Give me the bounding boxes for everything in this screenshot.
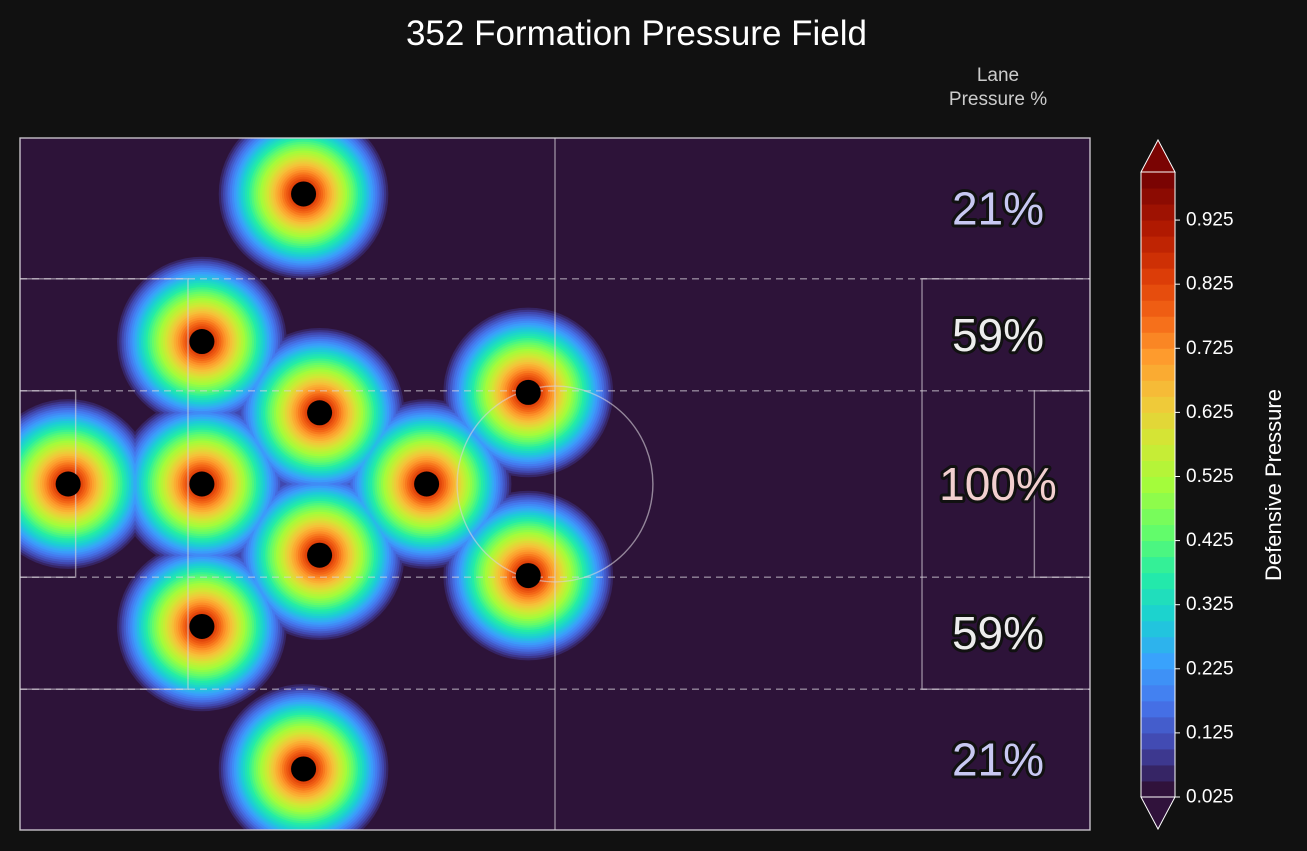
pitch-markings: [19, 137, 1091, 831]
colorbar-band: [1141, 348, 1175, 365]
player-marker: [515, 379, 541, 405]
colorbar-band: [1141, 188, 1175, 205]
colorbar-band: [1141, 508, 1175, 526]
colorbar-tick-label: 0.925: [1186, 210, 1234, 231]
colorbar-band: [1141, 668, 1175, 686]
colorbar-extend-min: [1140, 796, 1176, 831]
colorbar-band: [1141, 316, 1175, 333]
colorbar-band: [1141, 748, 1175, 766]
colorbar-band: [1141, 332, 1175, 349]
colorbar-band: [1141, 572, 1175, 590]
player-marker: [189, 471, 215, 497]
player-markers: [55, 181, 541, 782]
player-marker: [55, 471, 81, 497]
colorbar-band: [1141, 684, 1175, 702]
player-marker: [307, 542, 333, 568]
colorbar-band: [1141, 364, 1175, 381]
colorbar-band: [1141, 652, 1175, 670]
colorbar-band: [1141, 380, 1175, 397]
colorbar-band: [1141, 268, 1175, 285]
colorbar-tick-label: 0.625: [1186, 402, 1234, 423]
colorbar-extend-max: [1140, 138, 1176, 173]
colorbar-band: [1141, 284, 1175, 301]
colorbar-label: Defensive Pressure: [1261, 389, 1286, 581]
colorbar-tick-label: 0.525: [1186, 466, 1234, 487]
lane-pressure-label: 100%: [939, 458, 1057, 510]
player-marker: [189, 613, 215, 639]
colorbar-band: [1141, 412, 1175, 429]
colorbar-band: [1141, 700, 1175, 718]
player-marker: [307, 400, 333, 426]
lane-pressure-label: 59%: [952, 607, 1044, 659]
colorbar-band: [1141, 460, 1175, 477]
colorbar-band: [1141, 204, 1175, 221]
lane-pressure-label: 21%: [952, 182, 1044, 234]
player-marker: [189, 329, 215, 355]
lane-header-line-2: Pressure %: [948, 89, 1048, 110]
colorbar-tick-label: 0.425: [1186, 530, 1234, 551]
colorbar-band: [1141, 620, 1175, 638]
colorbar-band: [1141, 444, 1175, 461]
player-marker: [414, 471, 440, 497]
colorbar-tick-label: 0.125: [1186, 722, 1234, 743]
lane-header-line-1: Lane: [976, 65, 1020, 86]
colorbar-band: [1141, 604, 1175, 622]
colorbar-band: [1141, 732, 1175, 750]
colorbar-tick-label: 0.325: [1186, 594, 1234, 615]
colorbar-band: [1141, 524, 1175, 542]
colorbar-band: [1141, 636, 1175, 654]
colorbar-band: [1141, 220, 1175, 237]
right-six-yard-box: [1033, 390, 1090, 578]
colorbar-band: [1141, 172, 1175, 189]
colorbar: 0.025 0.125 0.225 0.325 0.425 0.525 0.625 0.725…: [1140, 138, 1286, 831]
colorbar-band: [1141, 764, 1175, 782]
colorbar-band: [1141, 300, 1175, 317]
lane-pressure-label: 59%: [952, 309, 1044, 361]
lane-pressure-header: Lane Pressure %: [918, 64, 1078, 112]
colorbar-band: [1141, 492, 1175, 510]
colorbar-tick-label: 0.825: [1186, 274, 1234, 295]
lane-pressure-label: 21%: [952, 734, 1044, 786]
colorbar-band: [1141, 252, 1175, 269]
player-marker: [291, 756, 317, 782]
colorbar-band: [1141, 540, 1175, 558]
colorbar-band: [1141, 236, 1175, 253]
colorbar-band: [1141, 588, 1175, 606]
colorbar-tick-label: 0.225: [1186, 658, 1234, 679]
colorbar-band: [1141, 556, 1175, 574]
colorbar-band: [1141, 476, 1175, 494]
colorbar-band: [1141, 716, 1175, 734]
centre-circle: [456, 385, 654, 583]
left-penalty-box: [20, 278, 189, 690]
colorbar-band: [1141, 428, 1175, 445]
colorbar-tick-label: 0.725: [1186, 338, 1234, 359]
player-marker: [291, 181, 317, 207]
player-marker: [515, 563, 541, 589]
lane-labels: 21% 59% 100% 59% 21%: [936, 179, 1060, 788]
colorbar-tick-label: 0.025: [1186, 787, 1234, 808]
chart-title: 352 Formation Pressure Field: [405, 14, 868, 53]
colorbar-band: [1141, 780, 1175, 798]
colorbar-band: [1141, 396, 1175, 413]
